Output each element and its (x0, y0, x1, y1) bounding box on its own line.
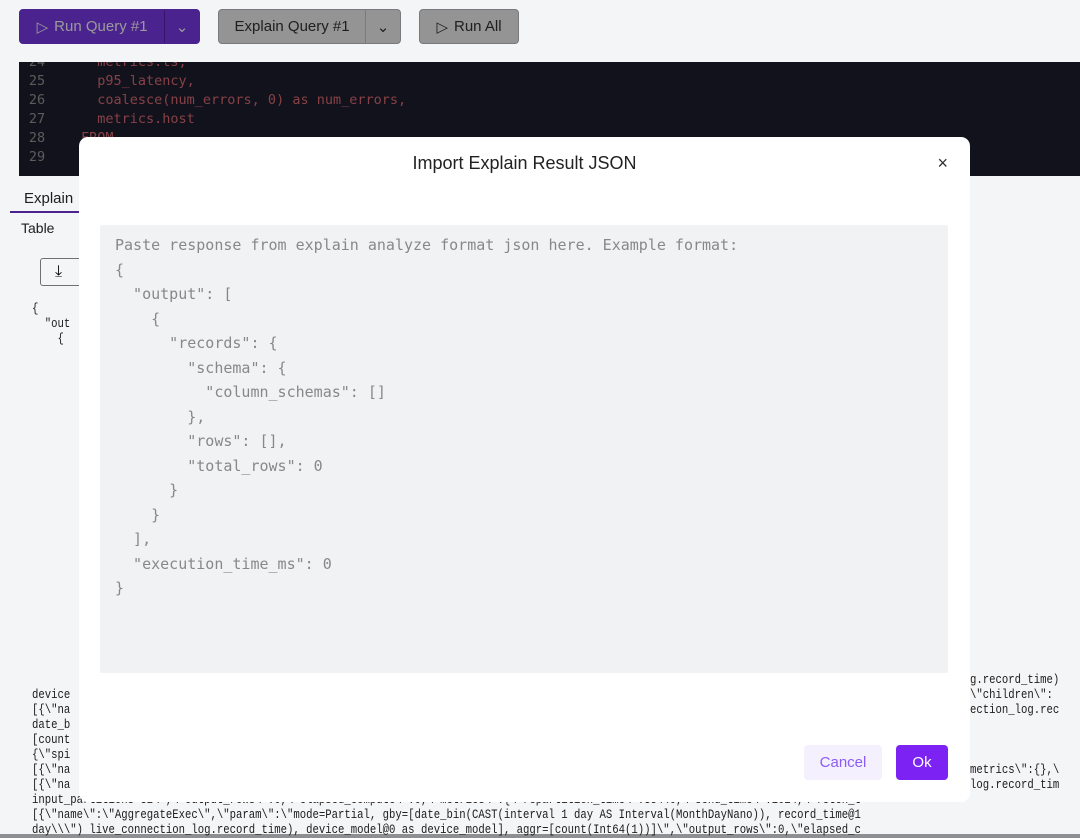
run-query-button[interactable]: ▷ Run Query #1 ⌄ (19, 9, 200, 44)
line-number: 24 (28, 62, 46, 70)
log-line: [{\"name\":\"AggregateExec\",\"param\":\… (32, 808, 861, 822)
dialog-title: Import Explain Result JSON (412, 153, 637, 173)
log-line-left: [{\"na (32, 763, 71, 777)
log-line-right: \"children\": (970, 688, 1053, 702)
close-icon[interactable]: × (937, 153, 948, 173)
json-output-line: "out (32, 317, 71, 331)
code-line: metrics.host (81, 111, 195, 127)
log-line-left: [count (32, 733, 71, 747)
download-icon: ⤓ (55, 263, 63, 280)
explain-query-label: Explain Query #1 (219, 10, 367, 43)
play-icon: ▷ (436, 18, 448, 36)
run-all-button[interactable]: ▷ Run All (419, 9, 519, 44)
explain-json-textarea[interactable]: Paste response from explain analyze form… (100, 225, 948, 673)
explain-query-button[interactable]: Explain Query #1 ⌄ (218, 9, 401, 44)
line-number: 25 (28, 73, 46, 89)
import-explain-dialog: Import Explain Result JSON × Paste respo… (79, 137, 970, 802)
log-line-left: {\"spi (32, 748, 71, 762)
log-line-left: date_b (32, 718, 71, 732)
log-line-left: device (32, 688, 71, 702)
ok-button[interactable]: Ok (896, 745, 948, 780)
line-number: 26 (28, 92, 46, 108)
log-line-right: ection_log.rec (970, 703, 1060, 717)
log-line: day\\\") live_connection_log.record_time… (32, 823, 861, 837)
code-line: coalesce(num_errors, 0) as num_errors, (81, 92, 407, 108)
code-line: metrics.ts, (81, 62, 187, 70)
log-line-left: [{\"na (32, 778, 71, 792)
code-line: p95_latency, (81, 73, 195, 89)
line-number: 28 (28, 130, 46, 146)
log-line-right: g.record_time) (970, 673, 1060, 687)
play-icon: ▷ (36, 18, 49, 36)
log-line-right: metrics\":{},\ (970, 763, 1060, 777)
line-number: 29 (28, 149, 46, 165)
run-all-label: Run All (454, 18, 502, 35)
cancel-button[interactable]: Cancel (804, 745, 882, 780)
run-query-label: Run Query #1 (54, 18, 148, 35)
log-line-left: [{\"na (32, 703, 71, 717)
explain-dropdown-chevron-icon[interactable]: ⌄ (376, 18, 390, 36)
line-number: 27 (28, 111, 46, 127)
json-output-line: { (32, 332, 64, 346)
subtab-table[interactable]: Table (21, 220, 55, 236)
tab-explain[interactable]: Explain (10, 186, 88, 213)
log-line-right: log.record_tim (970, 778, 1060, 792)
json-output-line: { (32, 302, 39, 316)
run-dropdown-chevron-icon[interactable]: ⌄ (175, 18, 189, 36)
